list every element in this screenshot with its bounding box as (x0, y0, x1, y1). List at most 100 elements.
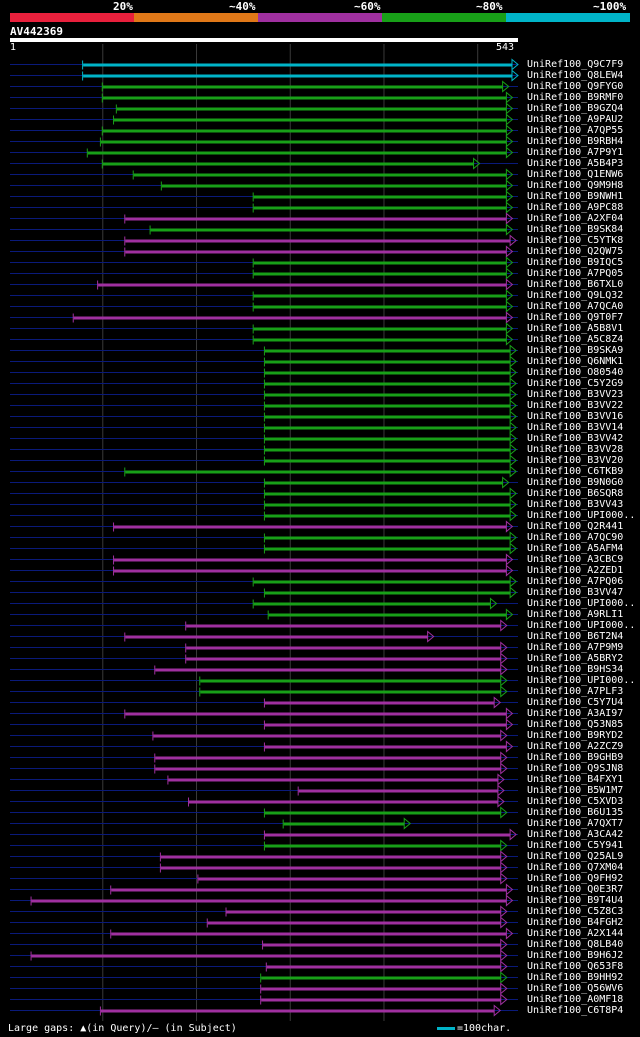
hit-label[interactable]: UniRef100_B9H6J2 (527, 950, 624, 961)
hit-label[interactable]: UniRef100_A3CA42 (527, 829, 624, 840)
hit-label[interactable]: UniRef100_B5W1M7 (527, 785, 624, 796)
hit-label[interactable]: UniRef100_UPI000.. (527, 675, 636, 686)
hit-label[interactable]: UniRef100_Q9LQ32 (527, 290, 624, 301)
hit-label[interactable]: UniRef100_UPI000.. (527, 510, 636, 521)
hit-label[interactable]: UniRef100_B9SK84 (527, 224, 624, 235)
hit-arrow (509, 575, 517, 588)
hit-row (10, 729, 518, 742)
hit-label[interactable]: UniRef100_B9GZQ4 (527, 103, 624, 114)
hit-row (10, 102, 518, 115)
hit-label[interactable]: UniRef100_Q6NMK1 (527, 356, 624, 367)
hit-label[interactable]: UniRef100_B4FGH2 (527, 917, 624, 928)
hit-label[interactable]: UniRef100_B3VV23 (527, 389, 624, 400)
hit-label[interactable]: UniRef100_Q9C7F9 (527, 59, 624, 70)
hit-label[interactable]: UniRef100_B9HH92 (527, 972, 624, 983)
hit-label[interactable]: UniRef100_B3VV14 (527, 422, 624, 433)
hit-label[interactable]: UniRef100_B9RYD2 (527, 730, 624, 741)
hit-label[interactable]: UniRef100_O80540 (527, 367, 624, 378)
hit-label[interactable]: UniRef100_C5XVD3 (527, 796, 624, 807)
hit-label[interactable]: UniRef100_Q653F8 (527, 961, 624, 972)
hit-label[interactable]: UniRef100_A7PQ06 (527, 576, 624, 587)
hit-label[interactable]: UniRef100_Q8LB40 (527, 939, 624, 950)
hit-label[interactable]: UniRef100_Q2R441 (527, 521, 624, 532)
hit-label[interactable]: UniRef100_A7P9M9 (527, 642, 624, 653)
hit-label[interactable]: UniRef100_B3VV43 (527, 499, 624, 510)
hit-label[interactable]: UniRef100_B3VV28 (527, 444, 624, 455)
hit-label[interactable]: UniRef100_Q9T0F7 (527, 312, 624, 323)
hit-label[interactable]: UniRef100_B6TXL0 (527, 279, 624, 290)
hit-label[interactable]: UniRef100_UPI000.. (527, 620, 636, 631)
hit-label[interactable]: UniRef100_Q1ENW6 (527, 169, 624, 180)
hit-label[interactable]: UniRef100_B4FXY1 (527, 774, 624, 785)
hit-label[interactable]: UniRef100_B9T4U4 (527, 895, 624, 906)
hit-label[interactable]: UniRef100_Q9FH92 (527, 873, 624, 884)
hit-label[interactable]: UniRef100_B6T2N4 (527, 631, 624, 642)
hit-label[interactable]: UniRef100_Q9FYG0 (527, 81, 624, 92)
hit-label[interactable]: UniRef100_A7QXT7 (527, 818, 624, 829)
hit-label[interactable]: UniRef100_Q8LEW4 (527, 70, 624, 81)
hit-label[interactable]: UniRef100_B3VV22 (527, 400, 624, 411)
hit-bar (87, 151, 507, 155)
hit-label[interactable]: UniRef100_A2X144 (527, 928, 624, 939)
hit-label[interactable]: UniRef100_Q56WV6 (527, 983, 624, 994)
hit-label[interactable]: UniRef100_A5C8Z4 (527, 334, 624, 345)
hit-label[interactable]: UniRef100_A5AFM4 (527, 543, 624, 554)
hit-label[interactable]: UniRef100_UPI000.. (527, 598, 636, 609)
hit-label[interactable]: UniRef100_B6U135 (527, 807, 624, 818)
hit-label[interactable]: UniRef100_A2ZCZ9 (527, 741, 624, 752)
hit-label[interactable]: UniRef100_Q0E3R7 (527, 884, 624, 895)
hit-label[interactable]: UniRef100_A5B8V1 (527, 323, 624, 334)
hit-label[interactable]: UniRef100_A9PAU2 (527, 114, 624, 125)
hit-label[interactable]: UniRef100_B9GHB9 (527, 752, 624, 763)
hit-label[interactable]: UniRef100_B3VV20 (527, 455, 624, 466)
hit-label[interactable]: UniRef100_A7QC90 (527, 532, 624, 543)
hit-label[interactable]: UniRef100_A5B4P3 (527, 158, 624, 169)
hit-label[interactable]: UniRef100_C5YTK8 (527, 235, 624, 246)
hit-label[interactable]: UniRef100_Q9SJN8 (527, 763, 624, 774)
hit-start-tick (263, 368, 265, 378)
hit-label[interactable]: UniRef100_B3VV47 (527, 587, 624, 598)
hit-row (10, 916, 518, 929)
hit-label[interactable]: UniRef100_C5Y941 (527, 840, 624, 851)
hit-label[interactable]: UniRef100_B6SQR8 (527, 488, 624, 499)
hit-row (10, 784, 518, 797)
hit-label[interactable]: UniRef100_B9SKA9 (527, 345, 624, 356)
hit-label[interactable]: UniRef100_B9IQC5 (527, 257, 624, 268)
hit-label[interactable]: UniRef100_B3VV42 (527, 433, 624, 444)
hit-label[interactable]: UniRef100_B9RBH4 (527, 136, 624, 147)
hit-label[interactable]: UniRef100_A5BRY2 (527, 653, 624, 664)
hit-bar (253, 261, 507, 265)
hit-start-tick (82, 60, 84, 70)
hit-label[interactable]: UniRef100_A7P9Y1 (527, 147, 624, 158)
hit-label[interactable]: UniRef100_Q9M9H8 (527, 180, 624, 191)
hit-label[interactable]: UniRef100_C5Y2G9 (527, 378, 624, 389)
hit-label[interactable]: UniRef100_A2ZED1 (527, 565, 624, 576)
hit-label[interactable]: UniRef100_A3CBC9 (527, 554, 624, 565)
hit-label[interactable]: UniRef100_B9HS34 (527, 664, 624, 675)
hit-label[interactable]: UniRef100_B3VV16 (527, 411, 624, 422)
hit-label[interactable]: UniRef100_B9N0G0 (527, 477, 624, 488)
hit-label[interactable]: UniRef100_A2XF04 (527, 213, 624, 224)
hit-bar (253, 272, 507, 276)
hit-label[interactable]: UniRef100_A7PLF3 (527, 686, 624, 697)
hit-label[interactable]: UniRef100_Q53N85 (527, 719, 624, 730)
hit-label[interactable]: UniRef100_A7QCA0 (527, 301, 624, 312)
hit-label[interactable]: UniRef100_A7QP55 (527, 125, 624, 136)
hit-label[interactable]: UniRef100_A9RLI1 (527, 609, 624, 620)
hit-label[interactable]: UniRef100_C6TKB9 (527, 466, 624, 477)
hit-label[interactable]: UniRef100_C5Z8C3 (527, 906, 624, 917)
hit-label[interactable]: UniRef100_Q2QW75 (527, 246, 624, 257)
hit-label[interactable]: UniRef100_C5Y7U4 (527, 697, 624, 708)
hit-start-tick (82, 71, 84, 81)
hit-label[interactable]: UniRef100_B9NWH1 (527, 191, 624, 202)
hit-label[interactable]: UniRef100_A7PQ05 (527, 268, 624, 279)
hit-label[interactable]: UniRef100_C6T8P4 (527, 1005, 624, 1016)
hit-label[interactable]: UniRef100_A9PC88 (527, 202, 624, 213)
hit-label[interactable]: UniRef100_A3AI97 (527, 708, 624, 719)
hit-start-tick (101, 159, 103, 169)
hit-label[interactable]: UniRef100_B9RMF0 (527, 92, 624, 103)
hit-start-tick (252, 324, 254, 334)
hit-label[interactable]: UniRef100_A0MF18 (527, 994, 624, 1005)
hit-label[interactable]: UniRef100_Q25AL9 (527, 851, 624, 862)
hit-label[interactable]: UniRef100_Q7XM04 (527, 862, 624, 873)
